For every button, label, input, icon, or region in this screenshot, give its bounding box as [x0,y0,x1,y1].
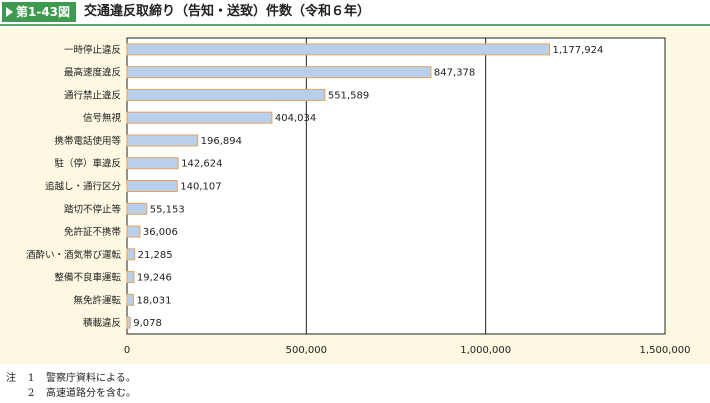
note-number: 2 [28,388,35,399]
bar [126,43,550,56]
category-label: 駐（停）車違反 [54,158,121,170]
bar [126,248,136,261]
value-label: 551,589 [328,90,369,101]
category-label: 最高速度違反 [64,67,121,79]
bar [126,180,178,192]
value-label: 19,246 [137,273,172,284]
notes-lead: 注 [6,373,16,384]
bar [126,157,179,170]
value-label: 36,006 [143,227,178,238]
value-label: 18,031 [136,295,171,306]
bar [126,88,326,101]
note-text: 高速道路分を含む。 [46,388,136,399]
category-label: 酒酔い・酒気帯び運転 [26,249,122,261]
value-label: 1,177,924 [552,45,603,56]
category-label: 積載違反 [83,317,121,329]
category-label: 免許証不携帯 [64,226,122,238]
value-label: 55,153 [150,204,185,215]
value-label: 140,107 [180,182,221,193]
category-label: 信号無視 [83,112,122,124]
bar [126,111,273,124]
triangle-marker-icon [6,7,13,17]
category-label: 踏切不停止等 [64,203,122,215]
value-label: 847,378 [434,68,475,79]
note-number: 1 [28,373,35,384]
x-tick-label: 1,000,000 [460,345,511,356]
bar [126,225,141,238]
value-label: 404,034 [275,113,316,124]
category-label: 追越し・通行区分 [45,181,122,193]
value-label: 9,078 [133,318,162,329]
bar [126,134,199,147]
value-label: 142,624 [181,159,222,170]
x-tick-label: 1,500,000 [640,345,691,356]
note-row-2: 2 高速道路分を含む。 [6,386,136,401]
category-label: 携帯電話使用等 [54,135,121,147]
bar [126,293,134,306]
category-label: 整備不良車運転 [54,272,121,284]
notes: 注 1 警察庁資料による。 2 高速道路分を含む。 [6,371,136,401]
category-label: 一時停止違反 [64,44,121,56]
figure-title: 交通違反取締り（告知・送致）件数（令和６年） [84,4,371,19]
plot-area [126,37,666,335]
bar-chart: 0 500,000 1,000,000 1,500,000 一時停止違反 1,177,92… [26,37,691,356]
x-tick-label: 0 [124,345,130,356]
value-label: 196,894 [201,136,242,147]
value-label: 21,285 [138,250,173,261]
figure-number-badge: 第1-43図 [2,2,76,22]
note-row-1: 注 1 警察庁資料による。 [6,371,136,386]
bar [126,316,131,329]
bar [126,271,135,284]
figure-header: 第1-43図 交通違反取締り（告知・送致）件数（令和６年） [0,0,710,26]
figure-number: 第1-43図 [16,5,71,19]
category-label: 通行禁止違反 [64,89,121,101]
chart-panel: 0 500,000 1,000,000 1,500,000 一時停止違反 1,177,92… [0,28,710,364]
bar [126,202,148,215]
x-tick-label: 500,000 [286,345,327,356]
bar [126,66,432,79]
note-text: 警察庁資料による。 [46,373,136,384]
category-label: 無免許運転 [73,294,121,306]
